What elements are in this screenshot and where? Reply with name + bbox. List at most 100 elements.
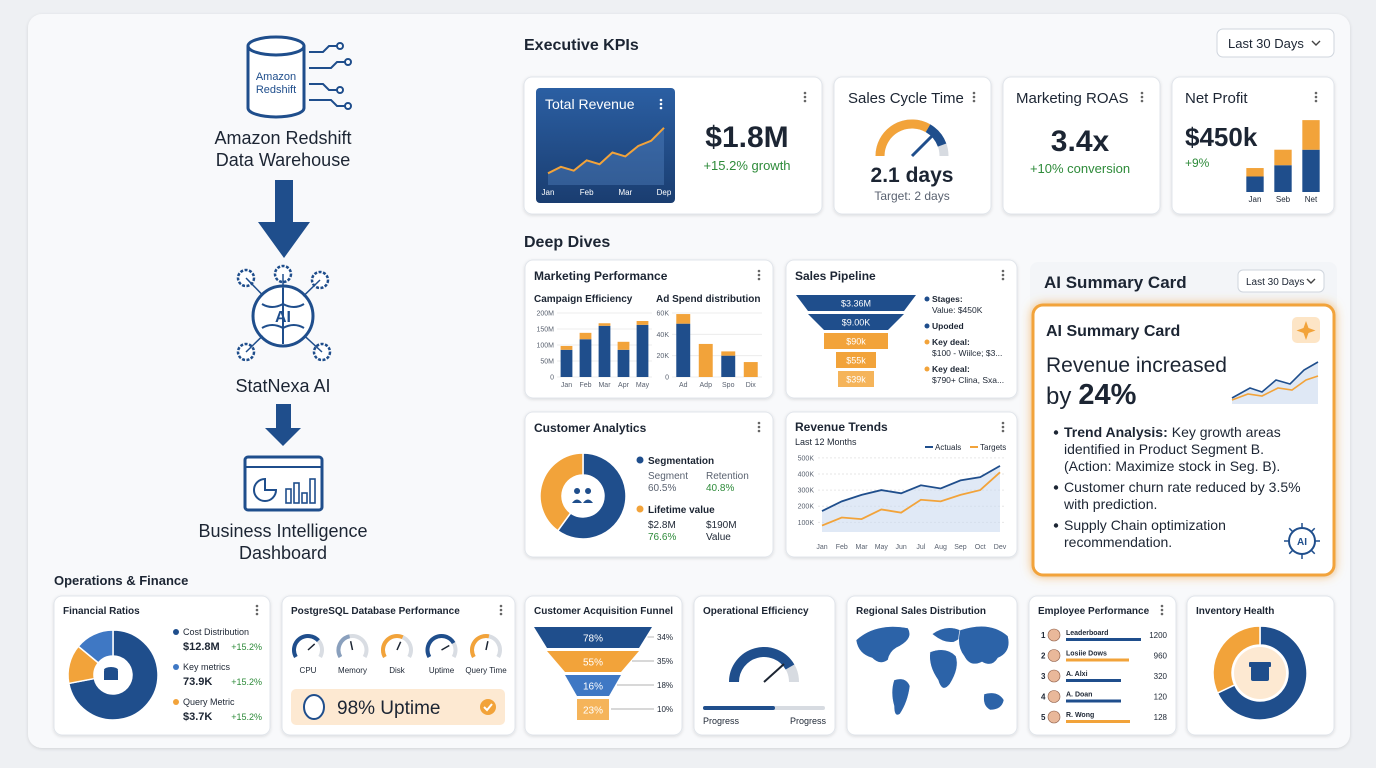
bullet-text: recommendation. [1064,534,1172,550]
bar [698,343,713,377]
menu-dot [757,425,761,429]
bullet-text: Supply Chain optimization [1064,517,1226,533]
headline-by: by [1046,383,1071,410]
bar [579,332,592,340]
label: Last 12 Months [795,437,857,447]
score-bar [1066,638,1141,641]
label: Customer Analytics [534,421,647,435]
menu-dot [757,269,761,273]
line-area [548,127,664,185]
gauge-fill [336,634,351,658]
bullet [1053,430,1059,435]
label: Retention [706,471,749,482]
bullet [1053,485,1059,490]
postgres-icon [303,694,325,720]
funnel-stage [824,333,888,349]
gauge-needle [349,641,354,651]
circuit [309,99,345,107]
gauge-fill [729,647,795,683]
bar [1302,149,1320,192]
label: Executive KPIs [524,37,639,54]
x-tick-label: Ad [679,382,688,389]
label: 960 [1154,652,1168,661]
bullet-text: Trend Analysis: Key growth areas [1064,424,1281,440]
legend-dot [636,456,644,464]
label: Deep Dives [524,234,610,251]
label: 76.6% [648,532,676,543]
label: Employee Performance [1038,606,1150,617]
label: Cost Distribution [183,627,249,637]
label: Memory [338,666,367,675]
score-bar [1066,679,1121,682]
funnel-stage [808,314,904,330]
label: 60.5% [648,483,676,494]
bar [598,325,611,377]
donut-icon [569,482,597,510]
coins-icon [104,671,118,680]
menu-dot [659,106,663,110]
bar [1274,165,1292,192]
menu-dot [1140,99,1144,103]
label: Amazon [256,71,296,83]
menu-dot [972,95,976,99]
x-tick-label: Adp [700,382,713,389]
bar [579,339,592,377]
cylinder [246,46,306,119]
label: $3.7K [183,711,212,723]
label: $100 - Wiilce; $3... [932,348,1002,358]
bar [1274,149,1292,166]
label: Sales Pipeline [795,269,876,283]
filter-label: Last 30 Days [1246,277,1304,288]
brain-fold [261,288,305,344]
dashboard-bar [301,492,308,504]
label: $450k [1185,122,1258,152]
y-tick-label: 0 [665,375,669,382]
label: 120 [1154,693,1168,702]
label: Progress [703,716,740,726]
dashboard-bar [285,488,292,504]
label: Value [706,532,731,543]
funnel-stage [836,352,876,368]
card [1002,76,1161,215]
map-region [891,678,911,716]
bar [560,349,573,377]
label: AI Summary Card [1044,273,1187,292]
label: Sales Cycle Time [848,90,964,107]
bullet-text: (Action: Maximize stock in Seg. B). [1064,458,1280,474]
label: Segmentation [648,456,714,467]
label: A. Doan [1066,692,1092,699]
label: Query Metric [183,697,235,707]
gauge-needle [763,663,785,683]
avatar [1047,649,1061,662]
ai-card [1031,303,1336,577]
label: $90k [846,337,866,347]
ai-icon-pin [1310,527,1316,533]
progress-fill [703,706,775,710]
menu-dot [1001,421,1005,425]
x-tick-label: Seb [1276,195,1291,204]
map-region [929,649,958,689]
menu-dot [757,273,761,277]
label: 4 [1041,693,1046,702]
label: CPU [300,666,317,675]
filter-dropdown [1216,28,1335,58]
menu-dot [1160,608,1164,612]
menu-dot [1001,269,1005,273]
map-region [983,692,1005,711]
menu-dot [255,608,259,612]
label: $39k [846,375,866,385]
donut-segment [67,629,159,721]
bar [636,321,649,325]
menu-dot [659,102,663,106]
menu-dot [803,91,807,95]
label: Campaign Efficiency [534,294,633,305]
label: Leaderboard [1066,630,1108,637]
label: A. Alxi [1066,671,1088,678]
bar [676,323,691,377]
y-tick-label: 0 [550,375,554,382]
y-tick-label: 60K [657,311,670,318]
bullet-text: with prediction. [1063,496,1157,512]
label: Regional Sales Distribution [856,606,986,617]
label: $55k [846,356,866,366]
